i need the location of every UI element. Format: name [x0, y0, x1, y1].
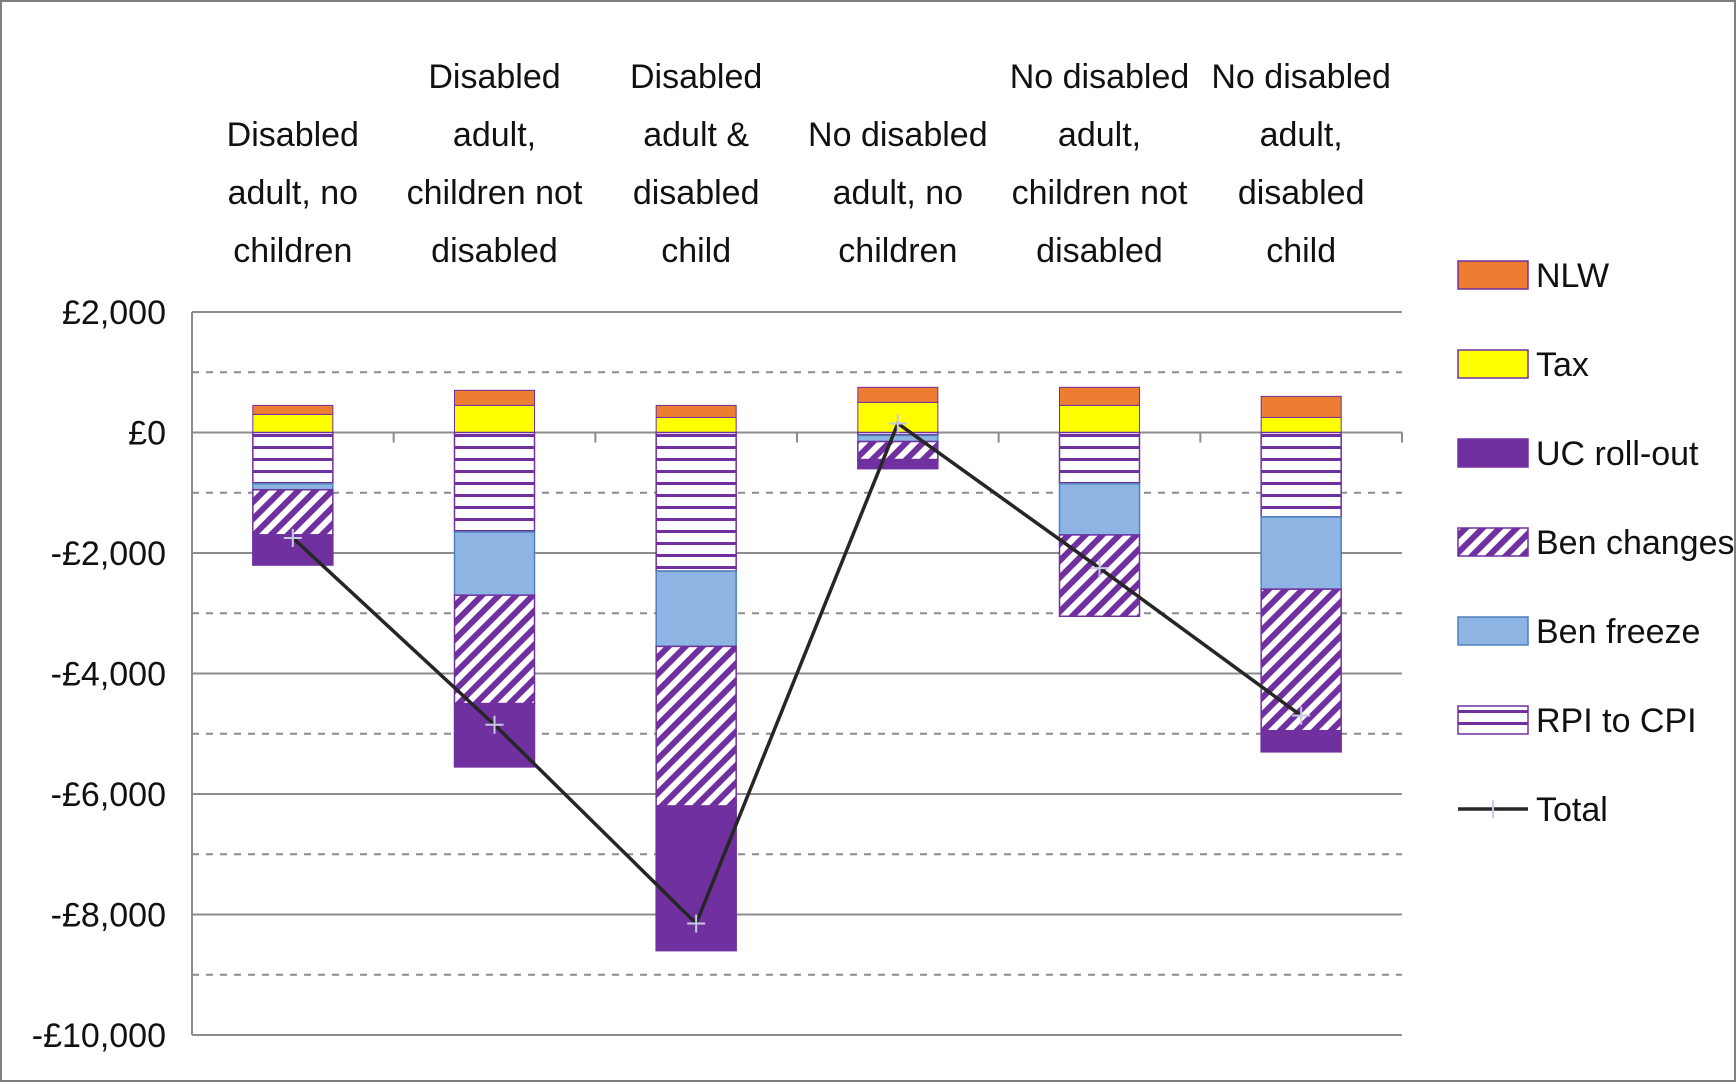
category-label-line: adult & [643, 116, 749, 154]
legend-label: RPI to CPI [1536, 702, 1697, 740]
legend-swatch [1458, 528, 1528, 556]
bar-segment-tax [455, 405, 535, 432]
bar-segment-ben-freeze [1261, 517, 1341, 589]
bar-segment-ben-freeze [455, 532, 535, 595]
bar-segment-uc-roll-out [1261, 731, 1341, 752]
category-label: No disabled adult, children not disabled [1010, 58, 1190, 270]
category-label-line: adult, [1260, 116, 1343, 154]
bar-segment-nlw [858, 387, 938, 402]
category-label-line: Disabled [227, 116, 359, 154]
legend-item-nlw: NLW [1458, 257, 1609, 295]
bar-segment-tax [253, 414, 333, 432]
category-label-line: children not [407, 174, 583, 212]
legend-item-ben-freeze: Ben freeze [1458, 613, 1700, 651]
y-tick-label: -£2,000 [51, 535, 166, 573]
legend-label: Total [1536, 791, 1608, 829]
bar-segment-rpi-to-cpi [1060, 433, 1140, 484]
category-label-line: Disabled [428, 58, 560, 96]
legend-swatch [1458, 261, 1528, 289]
category-label-line: adult, [1058, 116, 1141, 154]
bar-segment-tax [1261, 417, 1341, 432]
legend-label: NLW [1536, 257, 1609, 295]
bar-segment-rpi-to-cpi [656, 433, 736, 572]
legend-item-rpi-to-cpi: RPI to CPI [1458, 702, 1697, 740]
legend-label: Tax [1536, 346, 1589, 384]
bar-segment-nlw [1261, 396, 1341, 417]
legend-swatch [1458, 617, 1528, 645]
y-tick-label: -£6,000 [51, 776, 166, 814]
legend-swatch [1458, 439, 1528, 467]
y-tick-label: -£10,000 [32, 1017, 166, 1055]
legend-swatch [1458, 350, 1528, 378]
category-label: No disabled adult, no children [808, 116, 988, 270]
category-label-line: children [838, 232, 957, 270]
bar-segment-nlw [656, 405, 736, 417]
category-label-line: No disabled [808, 116, 988, 154]
bar-segment-uc-roll-out [455, 704, 535, 767]
bar-segment-rpi-to-cpi [1261, 433, 1341, 517]
category-label-line: Disabled [630, 58, 762, 96]
bar-segment-ben-freeze [1060, 484, 1140, 535]
legend-swatch [1458, 706, 1528, 734]
category-label-line: disabled [633, 174, 760, 212]
bar-segment-tax [1060, 405, 1140, 432]
legend-item-tax: Tax [1458, 346, 1589, 384]
legend-item-ben-changes: Ben changes [1458, 524, 1735, 562]
legend-label: Ben changes [1536, 524, 1735, 562]
bar-segment-nlw [1060, 387, 1140, 405]
y-tick-label: -£8,000 [51, 897, 166, 935]
category-label-line: child [1266, 232, 1336, 270]
bar-segment-ben-freeze [253, 484, 333, 490]
category-label-line: disabled [1238, 174, 1365, 212]
category-label-line: adult, [453, 116, 536, 154]
bar-segment-rpi-to-cpi [455, 433, 535, 532]
y-tick-label: £0 [128, 415, 166, 453]
category-label: Disabled adult, no children [227, 116, 359, 270]
y-tick-label: £2,000 [62, 294, 166, 332]
category-label-line: children [233, 232, 352, 270]
bar-segment-ben-changes [656, 646, 736, 806]
category-label-line: No disabled [1010, 58, 1190, 96]
bar-segment-nlw [253, 405, 333, 414]
category-label-line: disabled [1036, 232, 1163, 270]
legend-item-total: Total [1458, 791, 1608, 829]
bar-segment-nlw [455, 390, 535, 405]
legend-item-uc-roll-out: UC roll-out [1458, 435, 1699, 473]
bar-segment-ben-freeze [858, 436, 938, 442]
category-label-line: children not [1012, 174, 1188, 212]
category-label-line: adult, no [833, 174, 963, 212]
category-label: Disabled adult, children not disabled [407, 58, 583, 270]
category-label-line: No disabled [1211, 58, 1391, 96]
bar-segment-ben-changes [455, 595, 535, 703]
bar-segment-tax [656, 417, 736, 432]
y-tick-label: -£4,000 [51, 656, 166, 694]
category-label-line: child [661, 232, 731, 270]
bar-segment-rpi-to-cpi [253, 433, 333, 484]
bar-segment-uc-roll-out [858, 460, 938, 469]
bar-segment-ben-freeze [656, 571, 736, 646]
bar-segment-ben-changes [253, 490, 333, 535]
legend-label: UC roll-out [1536, 435, 1699, 473]
category-label: No disabled adult, disabled child [1211, 58, 1391, 270]
legend-label: Ben freeze [1536, 613, 1700, 651]
category-label: Disabled adult & disabled child [630, 58, 762, 270]
category-label-line: disabled [431, 232, 558, 270]
category-label-line: adult, no [228, 174, 358, 212]
